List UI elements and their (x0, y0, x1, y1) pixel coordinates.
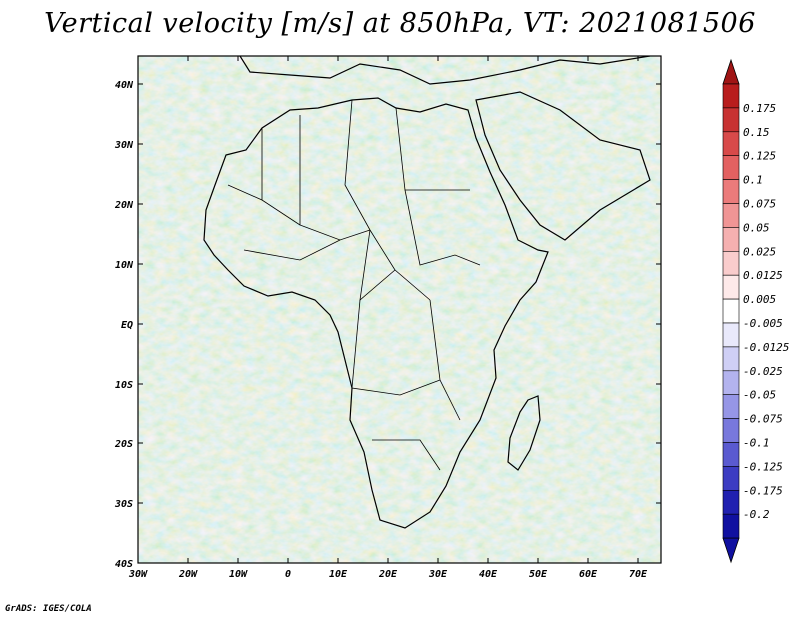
lon-label-0: 0 (285, 569, 291, 580)
lon-label-30w: 30W (128, 569, 148, 580)
lon-label-10w: 10W (229, 569, 248, 580)
colorbar-level-label: 0.05 (743, 221, 770, 234)
colorbar-swatch (722, 131, 740, 157)
lat-label-30s: 30S (114, 499, 133, 510)
lat-label-40n: 40N (115, 80, 134, 91)
colorbar-swatch (722, 227, 740, 252)
footer-credit: GrADS: IGES/COLA (5, 604, 92, 614)
colorbar-swatch (722, 107, 740, 133)
colorbar-swatch (722, 394, 740, 419)
colorbar-level-label: 0.175 (743, 102, 776, 115)
colorbar-level-label: 0.025 (743, 245, 776, 258)
colorbar-swatch (722, 418, 740, 443)
madagascar-coast (507, 395, 541, 471)
map-title: Vertical velocity [m/s] at 850hPa, VT: 2… (44, 8, 756, 39)
lon-label-10e: 10E (329, 569, 348, 580)
colorbar-level-label: 0.15 (743, 126, 770, 139)
colorbar-swatch (722, 489, 740, 515)
colorbar-level-label: 0.1 (743, 174, 763, 187)
lon-label-60e: 60E (579, 569, 598, 580)
colorbar-swatch (722, 274, 740, 300)
lon-label-50e: 50E (529, 569, 548, 580)
lat-label-20s: 20S (114, 439, 133, 450)
colorbar-top-arrow (722, 58, 740, 85)
colorbar-level-label: -0.175 (743, 484, 783, 497)
colorbar-swatch (722, 83, 740, 109)
lat-label-40s: 40S (115, 559, 133, 570)
velocity-field (138, 56, 661, 563)
colorbar-swatch (722, 513, 740, 539)
colorbar-level-label: 0.0125 (743, 269, 783, 282)
lon-label-20e: 20E (378, 569, 398, 580)
lat-label-10n: 10N (115, 260, 134, 271)
country-borders (227, 99, 481, 471)
lat-label-eq: EQ (121, 320, 133, 331)
colorbar-swatch (722, 346, 740, 372)
lat-label-10s: 10S (115, 380, 133, 391)
colorbar-level-label: -0.0125 (743, 341, 789, 354)
lon-label-30e: 30E (428, 569, 448, 580)
colorbar-swatch (722, 466, 740, 491)
lat-label-20n: 20N (114, 200, 134, 211)
colorbar-level-label: -0.125 (743, 460, 783, 473)
colorbar: 0.175 0.15 0.125 0.1 0.075 0.05 0.025 0.0125 0.0… (722, 58, 789, 564)
colorbar-level-label: 0.005 (743, 293, 776, 306)
colorbar-level-label: -0.025 (743, 365, 783, 378)
colorbar-swatch (722, 322, 740, 348)
colorbar-level-label: -0.05 (743, 389, 776, 402)
europe-coast (239, 56, 651, 85)
colorbar-swatch (722, 203, 740, 228)
colorbar-swatch (722, 155, 740, 180)
coastlines (203, 56, 651, 529)
lon-label-40e: 40E (479, 569, 498, 580)
colorbar-level-label: 0.125 (743, 150, 776, 163)
colorbar-swatch (722, 442, 740, 467)
colorbar-swatch (722, 298, 740, 324)
lon-label-70e: 70E (629, 569, 648, 580)
colorbar-level-label: -0.075 (743, 413, 783, 426)
lat-axis: 40N 30N 20N 10N EQ 10S 20S 30S 40S (114, 80, 661, 570)
map-frame (137, 55, 662, 564)
lon-label-20w: 20W (178, 569, 198, 580)
colorbar-bottom-arrow (722, 537, 740, 564)
colorbar-swatch (722, 370, 740, 395)
arabia-coast (475, 91, 651, 241)
lat-label-30n: 30N (114, 140, 134, 151)
colorbar-swatch (722, 251, 740, 276)
colorbar-level-label: -0.1 (743, 437, 770, 450)
colorbar-level-label: -0.2 (743, 508, 770, 521)
lon-axis: 30W 20W 10W 0 10E 20E 30E 40E 50E 60E 70… (128, 56, 648, 580)
colorbar-level-label: -0.005 (743, 317, 783, 330)
colorbar-swatch (722, 179, 740, 204)
colorbar-level-label: 0.075 (743, 198, 776, 211)
africa-coast (203, 97, 549, 529)
